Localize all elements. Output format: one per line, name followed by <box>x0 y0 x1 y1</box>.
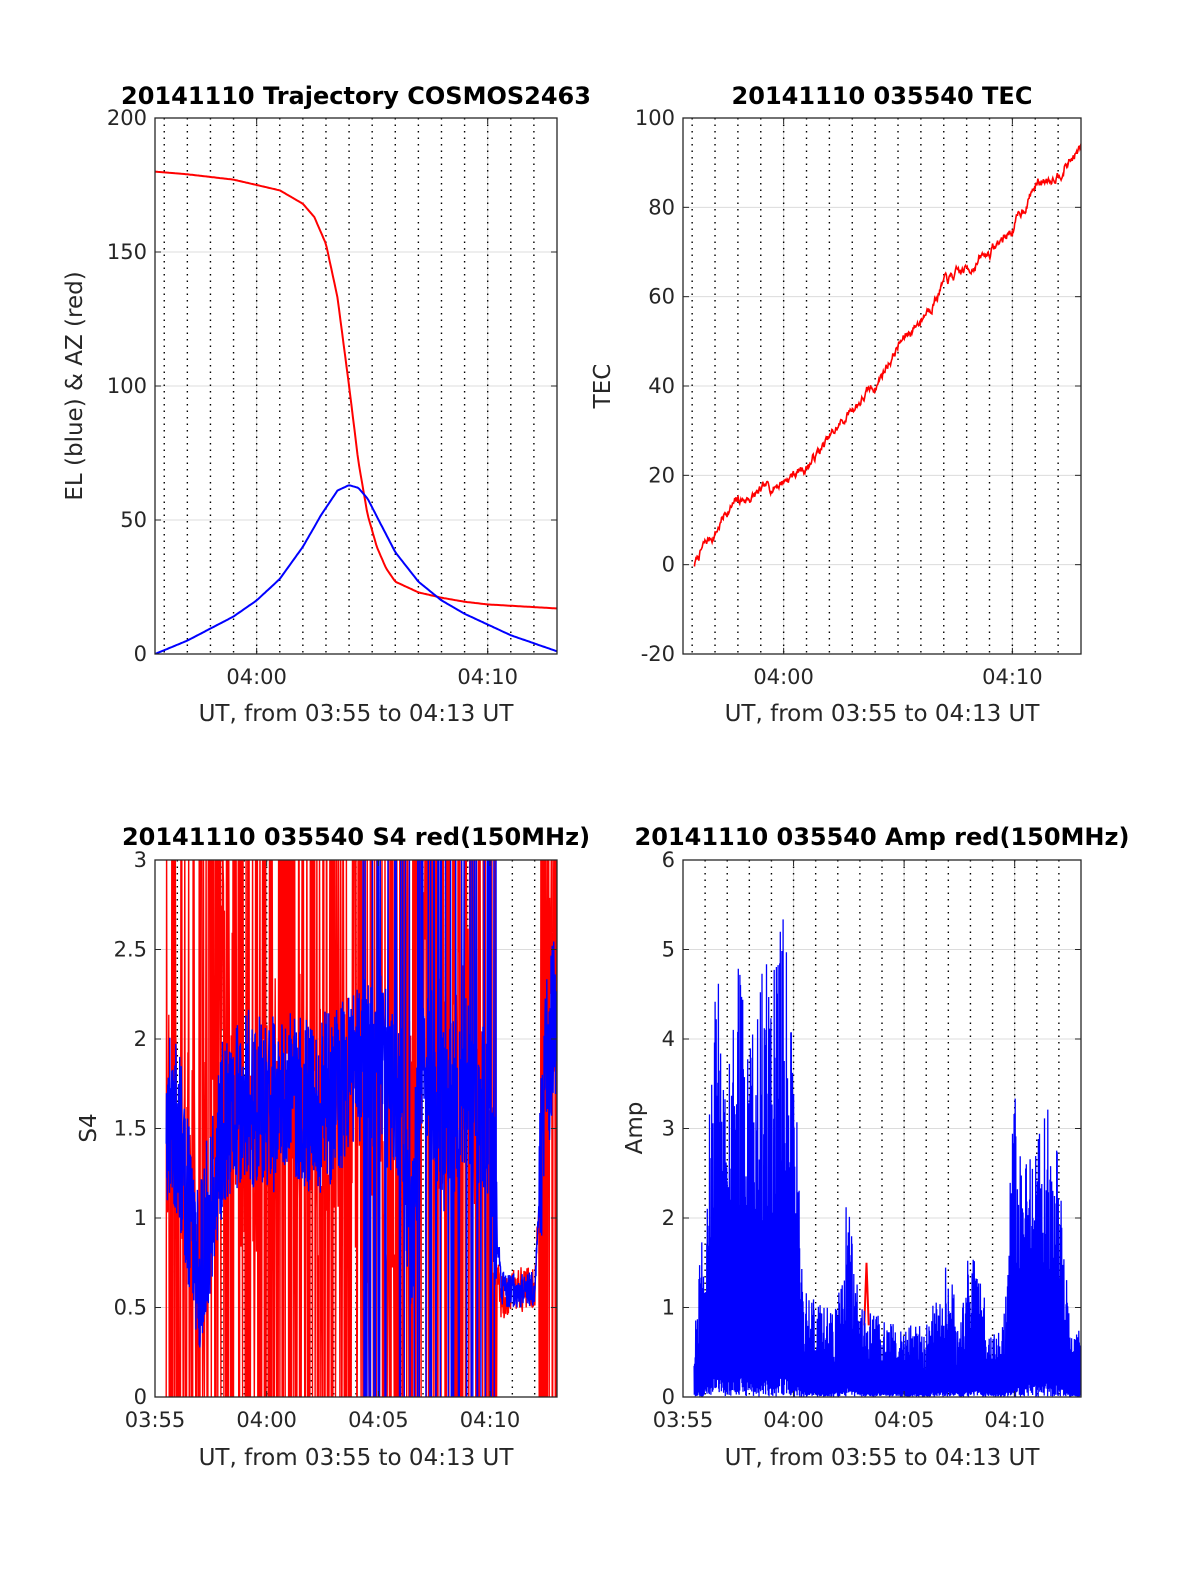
tec-ytick-label: -20 <box>641 642 675 666</box>
tec-xtick-label: 04:10 <box>982 665 1043 689</box>
tec-ytick-label: 0 <box>662 553 675 577</box>
tec-ytick-label: 40 <box>648 374 675 398</box>
trajectory-title: 20141110 Trajectory COSMOS2463 <box>121 82 591 110</box>
amp-xtick-label: 03:55 <box>653 1408 714 1432</box>
s4-ytick-label: 1 <box>134 1206 147 1230</box>
tec-panel: 20141110 035540 TEC TEC UT, from 03:55 t… <box>590 82 1082 727</box>
trajectory-ytick-label: 50 <box>120 508 147 532</box>
amp-series-group <box>693 919 1081 1397</box>
amp-ytick-label: 4 <box>662 1027 675 1051</box>
s4-xtick-label: 04:05 <box>348 1408 409 1432</box>
amp-ytick-label: 0 <box>662 1385 675 1409</box>
trajectory-xtick-label: 04:00 <box>226 665 287 689</box>
s4-ylabel: S4 <box>76 1113 102 1142</box>
s4-xtick-label: 04:00 <box>236 1408 297 1432</box>
s4-panel: 20141110 035540 S4 red(150MHz) S4 UT, fr… <box>76 823 590 1471</box>
amp-title: 20141110 035540 Amp red(150MHz) <box>635 823 1130 851</box>
amp-panel: 20141110 035540 Amp red(150MHz) Amp UT, … <box>622 823 1129 1471</box>
amp-ytick-label: 3 <box>662 1117 675 1141</box>
trajectory-xtick-label: 04:10 <box>457 665 518 689</box>
tec-title: 20141110 035540 TEC <box>732 82 1033 110</box>
amp-ytick-label: 2 <box>662 1206 675 1230</box>
s4-series-0-line <box>165 860 557 1397</box>
amp-xlabel: UT, from 03:55 to 04:13 UT <box>725 1445 1041 1471</box>
s4-ytick-label: 1.5 <box>114 1117 147 1141</box>
tec-xtick-label: 04:00 <box>753 665 814 689</box>
amp-series-1-line <box>693 919 1081 1397</box>
s4-series-group <box>165 860 557 1397</box>
trajectory-ytick-label: 0 <box>134 642 147 666</box>
s4-ytick-label: 0.5 <box>114 1296 147 1320</box>
amp-ylabel: Amp <box>622 1102 648 1155</box>
trajectory-ytick-label: 200 <box>107 106 147 130</box>
tec-ytick-label: 60 <box>648 285 675 309</box>
s4-xlabel: UT, from 03:55 to 04:13 UT <box>199 1445 515 1471</box>
tec-ytick-label: 80 <box>648 195 675 219</box>
trajectory-ytick-label: 100 <box>107 374 147 398</box>
s4-series-1-line <box>165 860 557 1397</box>
s4-xtick-label: 03:55 <box>125 1408 186 1432</box>
tec-series-group <box>693 143 1081 567</box>
trajectory-series-1-line <box>155 484 557 654</box>
tec-ytick-label: 20 <box>648 463 675 487</box>
trajectory-ytick-label: 150 <box>107 240 147 264</box>
s4-ytick-label: 2 <box>134 1027 147 1051</box>
s4-ytick-label: 2.5 <box>114 938 147 962</box>
tec-series-0-line <box>693 143 1081 567</box>
amp-ytick-label: 5 <box>662 938 675 962</box>
trajectory-panel: 20141110 Trajectory COSMOS2463 EL (blue)… <box>62 82 591 727</box>
s4-ytick-label: 0 <box>134 1385 147 1409</box>
trajectory-series-group <box>155 170 557 654</box>
tec-ytick-label: 100 <box>635 106 675 130</box>
tec-ylabel: TEC <box>590 364 616 410</box>
amp-ytick-label: 1 <box>662 1296 675 1320</box>
amp-ytick-label: 6 <box>662 848 675 872</box>
tec-xlabel: UT, from 03:55 to 04:13 UT <box>725 701 1041 727</box>
amp-xtick-label: 04:05 <box>874 1408 935 1432</box>
s4-title: 20141110 035540 S4 red(150MHz) <box>122 823 590 851</box>
trajectory-xlabel: UT, from 03:55 to 04:13 UT <box>199 701 515 727</box>
amp-xtick-label: 04:00 <box>763 1408 824 1432</box>
s4-ytick-label: 3 <box>134 848 147 872</box>
trajectory-ylabel: EL (blue) & AZ (red) <box>62 271 88 500</box>
amp-xtick-label: 04:10 <box>984 1408 1045 1432</box>
s4-xtick-label: 04:10 <box>460 1408 521 1432</box>
trajectory-series-0-line <box>155 170 557 610</box>
amp-series-0-line <box>863 1262 870 1326</box>
